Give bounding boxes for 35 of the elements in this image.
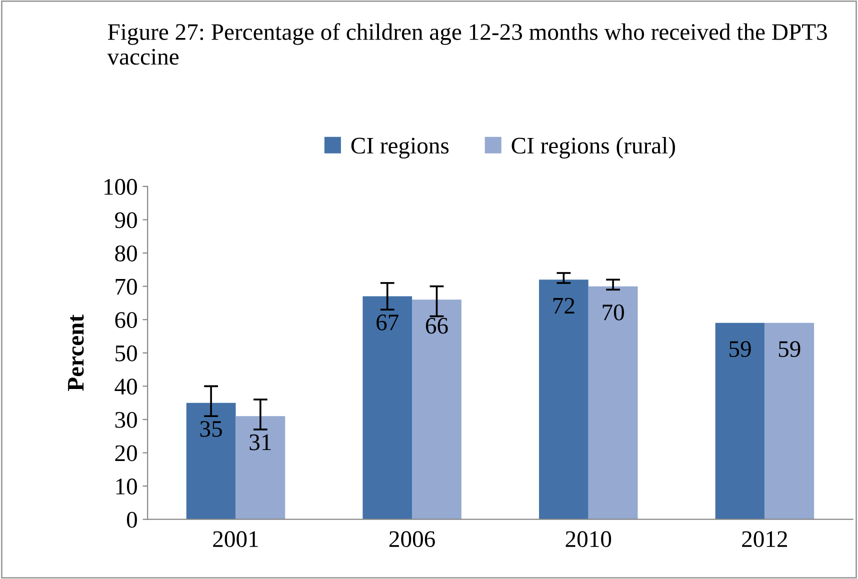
data-label: 67	[376, 314, 398, 330]
legend-label: CI regions (rural)	[512, 137, 675, 159]
y-tick-label: 30	[115, 412, 137, 428]
x-tick-label: 2012	[742, 531, 787, 548]
bar	[412, 300, 462, 520]
chart-title: Figure 27: Percentage of children age 12-23 months who received the DPT3 vaccine	[107, 23, 827, 65]
data-label: 70	[602, 304, 624, 320]
data-label: 35	[200, 421, 222, 437]
data-label: 72	[553, 298, 574, 314]
bar	[236, 416, 286, 520]
x-tick-label: 2001	[213, 531, 258, 548]
data-label: 59	[730, 341, 751, 358]
y-tick-label: 50	[116, 345, 137, 362]
y-tick-label: 90	[115, 212, 137, 228]
data-label: 31	[250, 434, 271, 450]
y-tick-label: 0	[126, 512, 137, 528]
bar	[186, 402, 236, 520]
bar	[764, 322, 814, 520]
bar	[588, 286, 638, 520]
y-tick-label: 100	[104, 178, 137, 195]
bar	[362, 296, 412, 520]
y-tick-label: 70	[116, 278, 137, 295]
y-tick-label: 40	[114, 378, 137, 395]
data-label: 66	[426, 318, 448, 334]
x-tick-label: 2006	[389, 531, 435, 548]
data-label: 59	[778, 341, 800, 358]
y-tick-label: 60	[115, 312, 137, 328]
y-axis-title: Percent	[68, 314, 84, 391]
x-tick-label: 2010	[566, 531, 612, 548]
y-tick-label: 20	[115, 445, 137, 462]
y-tick-label: 80	[115, 246, 137, 262]
bar	[715, 322, 765, 520]
legend-label: CI regions	[351, 138, 449, 159]
y-tick-label: 10	[116, 478, 137, 494]
bar	[539, 280, 588, 520]
